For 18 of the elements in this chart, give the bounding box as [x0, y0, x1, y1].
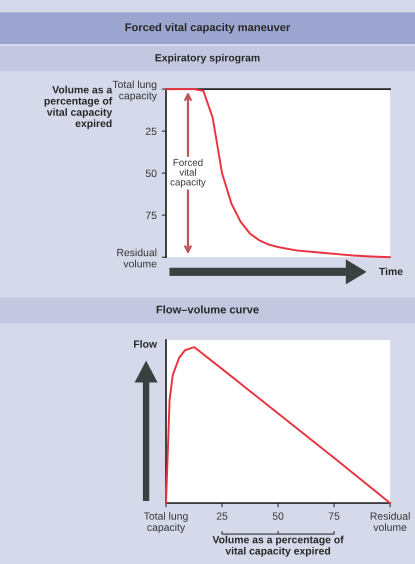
x-tick-label: 50 — [272, 512, 284, 520]
x-tick-label: 25 — [216, 512, 228, 520]
y-axis-title: Volume as a percentage of vital capacity expired — [44, 86, 112, 130]
x-axis-title: Time — [379, 267, 403, 276]
chart-title: Flow–volume curve — [156, 305, 259, 314]
line-series — [165, 88, 392, 258]
x-axis-title: Volume as a percentage of vital capacity expired — [212, 536, 344, 557]
y-tick-label: 25 — [146, 128, 157, 136]
y-tick-label: 75 — [146, 212, 157, 220]
x-tick-label: 75 — [328, 512, 340, 520]
y-tick-label: Residual volume — [117, 248, 157, 268]
y-tick-label: 50 — [146, 170, 157, 178]
y-axis-title: Flow — [134, 340, 158, 348]
chart-title: Forced vital capacity maneuver — [125, 23, 290, 34]
annotation: Forced vital capacity — [170, 158, 206, 188]
y-tick-label: Total lung capacity — [112, 80, 157, 102]
chart-subtitle: Expiratory spirogram — [156, 54, 260, 64]
x-tick-label: Residual volume — [370, 512, 410, 531]
